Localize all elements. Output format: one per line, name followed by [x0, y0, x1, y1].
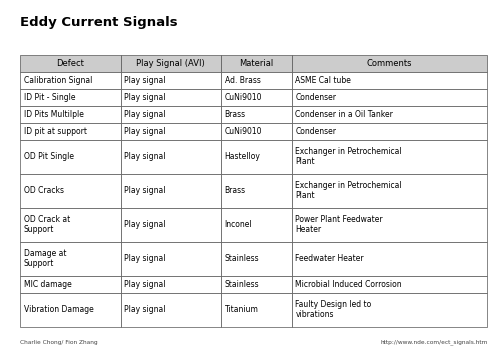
Bar	[292, 276, 488, 293]
Text: Condenser: Condenser	[296, 93, 337, 102]
Text: Charlie Chong/ Fion Zhang: Charlie Chong/ Fion Zhang	[20, 340, 98, 345]
Bar	[120, 140, 221, 174]
Bar	[221, 89, 292, 106]
Text: ID pit at support: ID pit at support	[24, 127, 86, 136]
Text: Titanium: Titanium	[224, 305, 258, 314]
Bar	[292, 106, 488, 122]
Bar	[292, 140, 488, 174]
Text: Stainless: Stainless	[224, 280, 260, 288]
Text: ASME Cal tube: ASME Cal tube	[296, 76, 351, 85]
Bar	[120, 293, 221, 327]
Bar	[221, 122, 292, 140]
Text: Play signal: Play signal	[124, 110, 166, 119]
Bar	[221, 276, 292, 293]
Bar	[221, 241, 292, 276]
Text: OD Cracks: OD Cracks	[24, 186, 64, 195]
Text: Play signal: Play signal	[124, 127, 166, 136]
Text: Vibration Damage: Vibration Damage	[24, 305, 93, 314]
Text: Hastelloy: Hastelloy	[224, 152, 260, 161]
Text: CuNi9010: CuNi9010	[224, 127, 262, 136]
Bar	[20, 140, 120, 174]
Bar	[120, 174, 221, 208]
Bar	[20, 89, 120, 106]
Bar	[20, 241, 120, 276]
Bar	[20, 106, 120, 122]
Text: Calibration Signal: Calibration Signal	[24, 76, 92, 85]
Bar	[221, 72, 292, 89]
Bar	[20, 293, 120, 327]
Text: Brass: Brass	[224, 110, 246, 119]
Bar	[20, 122, 120, 140]
Bar	[221, 208, 292, 241]
Text: Play signal: Play signal	[124, 76, 166, 85]
Text: Power Plant Feedwater
Heater: Power Plant Feedwater Heater	[296, 215, 383, 234]
Bar	[292, 89, 488, 106]
Bar	[20, 55, 120, 72]
Text: Microbial Induced Corrosion: Microbial Induced Corrosion	[296, 280, 402, 288]
Bar	[120, 122, 221, 140]
Bar	[120, 89, 221, 106]
Text: OD Pit Single: OD Pit Single	[24, 152, 74, 161]
Bar	[20, 276, 120, 293]
Text: MIC damage: MIC damage	[24, 280, 72, 288]
Bar	[292, 72, 488, 89]
Bar	[221, 293, 292, 327]
Bar	[120, 55, 221, 72]
Bar	[120, 276, 221, 293]
Text: http://www.nde.com/ect_signals.htm: http://www.nde.com/ect_signals.htm	[380, 340, 488, 345]
Bar	[120, 208, 221, 241]
Text: Play signal: Play signal	[124, 280, 166, 288]
Bar	[120, 106, 221, 122]
Text: Material: Material	[240, 59, 274, 68]
Text: Comments: Comments	[367, 59, 412, 68]
Text: Stainless: Stainless	[224, 254, 260, 263]
Text: Play signal: Play signal	[124, 93, 166, 102]
Text: Play signal: Play signal	[124, 220, 166, 229]
Text: Damage at
Support: Damage at Support	[24, 249, 66, 268]
Bar	[292, 174, 488, 208]
Bar	[20, 208, 120, 241]
Text: Feedwater Heater: Feedwater Heater	[296, 254, 364, 263]
Bar	[292, 241, 488, 276]
Bar	[292, 208, 488, 241]
Text: Faulty Design led to
vibrations: Faulty Design led to vibrations	[296, 300, 372, 319]
Text: Play signal: Play signal	[124, 186, 166, 195]
Text: Condenser in a Oil Tanker: Condenser in a Oil Tanker	[296, 110, 393, 119]
Text: Defect: Defect	[56, 59, 84, 68]
Bar	[292, 122, 488, 140]
Text: Exchanger in Petrochemical
Plant: Exchanger in Petrochemical Plant	[296, 181, 402, 200]
Bar	[120, 241, 221, 276]
Text: Brass: Brass	[224, 186, 246, 195]
Bar	[120, 72, 221, 89]
Bar	[20, 174, 120, 208]
Bar	[221, 55, 292, 72]
Text: Condenser: Condenser	[296, 127, 337, 136]
Text: Play signal: Play signal	[124, 152, 166, 161]
Bar	[221, 174, 292, 208]
Text: Eddy Current Signals: Eddy Current Signals	[20, 16, 178, 29]
Text: OD Crack at
Support: OD Crack at Support	[24, 215, 70, 234]
Bar	[20, 72, 120, 89]
Bar	[221, 106, 292, 122]
Bar	[292, 293, 488, 327]
Bar	[292, 55, 488, 72]
Text: Ad. Brass: Ad. Brass	[224, 76, 260, 85]
Text: Play Signal (AVI): Play Signal (AVI)	[136, 59, 205, 68]
Text: ID Pits Multilple: ID Pits Multilple	[24, 110, 84, 119]
Text: Inconel: Inconel	[224, 220, 252, 229]
Text: Play signal: Play signal	[124, 254, 166, 263]
Text: Play signal: Play signal	[124, 305, 166, 314]
Text: Exchanger in Petrochemical
Plant: Exchanger in Petrochemical Plant	[296, 147, 402, 166]
Text: ID Pit - Single: ID Pit - Single	[24, 93, 75, 102]
Bar	[221, 140, 292, 174]
Text: CuNi9010: CuNi9010	[224, 93, 262, 102]
